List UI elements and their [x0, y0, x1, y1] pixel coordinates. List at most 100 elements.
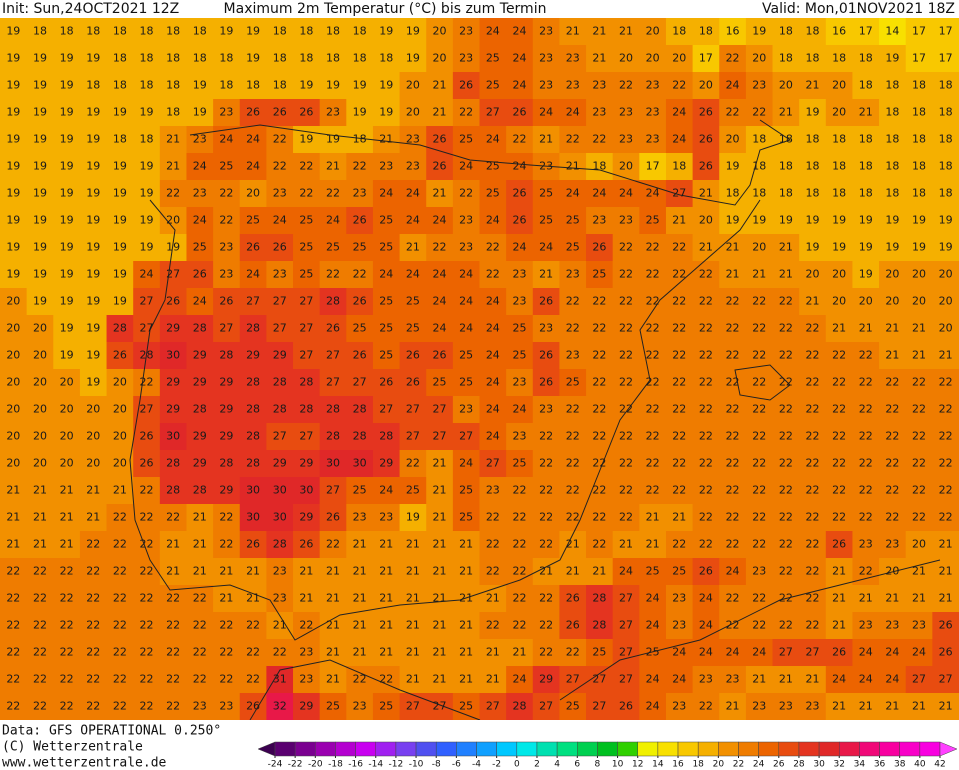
temperature-cell [53, 99, 81, 127]
temperature-cell [293, 315, 321, 343]
temperature-cell [559, 18, 587, 46]
temperature-value: 22 [86, 592, 100, 605]
temperature-value: 24 [512, 160, 526, 173]
temperature-cell [905, 612, 933, 640]
temperature-value: 24 [885, 646, 899, 659]
temperature-cell [799, 477, 827, 505]
temperature-value: 19 [60, 214, 74, 227]
temperature-value: 24 [672, 106, 686, 119]
temperature-value: 22 [619, 403, 633, 416]
temperature-cell [692, 126, 720, 154]
colorbar-segment [294, 741, 316, 757]
temperature-cell [612, 180, 640, 208]
temperature-cell [186, 261, 214, 289]
temperature-value: 21 [885, 322, 899, 335]
temperature-value: 26 [512, 187, 526, 200]
temperature-cell [452, 504, 480, 532]
temperature-cell [532, 450, 560, 478]
temperature-cell [639, 585, 667, 613]
temperature-cell [745, 666, 774, 694]
temperature-value: 18 [672, 25, 686, 38]
temperature-value: 22 [699, 511, 713, 524]
temperature-cell [559, 666, 587, 694]
temperature-cell [905, 126, 933, 154]
temperature-value: 19 [140, 106, 154, 119]
temperature-value: 21 [166, 160, 180, 173]
temperature-cell [79, 558, 108, 586]
temperature-cell [559, 639, 587, 667]
temperature-value: 23 [512, 430, 526, 443]
temperature-cell [159, 531, 187, 559]
temperature-cell [53, 558, 81, 586]
temperature-cell [133, 153, 161, 181]
temperature-value: 19 [86, 295, 100, 308]
temperature-cell [719, 342, 747, 370]
temperature-value: 21 [566, 538, 580, 551]
temperature-cell [293, 18, 321, 46]
temperature-value: 18 [939, 79, 953, 92]
temperature-cell [213, 585, 241, 613]
temperature-value: 27 [299, 322, 313, 335]
temperature-value: 23 [459, 25, 473, 38]
temperature-value: 24 [486, 376, 500, 389]
temperature-value: 16 [832, 25, 846, 38]
temperature-value: 18 [859, 52, 873, 65]
temperature-value: 22 [779, 457, 793, 470]
temperature-value: 21 [379, 133, 393, 146]
temperature-value: 22 [6, 592, 20, 605]
temperature-cell [319, 18, 347, 46]
temperature-value: 28 [219, 457, 233, 470]
temperature-value: 25 [193, 241, 207, 254]
temperature-value: 24 [219, 133, 233, 146]
temperature-cell [426, 639, 454, 667]
temperature-value: 27 [166, 268, 180, 281]
temperature-cell [586, 396, 614, 424]
temperature-value: 22 [619, 511, 633, 524]
temperature-value: 22 [779, 295, 793, 308]
temperature-cell [159, 612, 187, 640]
temperature-value: 20 [60, 403, 74, 416]
temperature-cell [532, 639, 560, 667]
temperature-value: 21 [859, 322, 873, 335]
temperature-cell [932, 531, 959, 559]
temperature-value: 22 [539, 538, 553, 551]
temperature-value: 22 [779, 430, 793, 443]
temperature-cell [905, 45, 933, 73]
temperature-value: 22 [86, 700, 100, 713]
temperature-value: 22 [592, 349, 606, 362]
temperature-cell [133, 99, 161, 127]
temperature-cell [825, 234, 853, 262]
colorbar-label: -22 [288, 760, 303, 770]
temperature-cell [799, 693, 827, 721]
temperature-value: 22 [752, 349, 766, 362]
temperature-value: 24 [406, 268, 420, 281]
temperature-value: 24 [246, 268, 260, 281]
temperature-value: 22 [140, 646, 154, 659]
temperature-cell [213, 18, 241, 46]
temperature-value: 26 [832, 538, 846, 551]
temperature-value: 23 [859, 619, 873, 632]
temperature-cell [506, 342, 534, 370]
temperature-value: 22 [512, 565, 526, 578]
temperature-cell [239, 18, 267, 46]
temperature-value: 20 [60, 376, 74, 389]
temperature-cell [452, 477, 480, 505]
temperature-cell [905, 666, 933, 694]
temperature-value: 18 [672, 160, 686, 173]
temperature-value: 24 [406, 187, 420, 200]
temperature-value: 22 [113, 538, 127, 551]
temperature-value: 20 [779, 79, 793, 92]
temperature-value: 18 [140, 79, 154, 92]
temperature-cell [745, 396, 774, 424]
temperature-cell [772, 45, 800, 73]
temperature-cell [586, 504, 614, 532]
temperature-cell [26, 315, 54, 343]
colorbar-label: -24 [268, 760, 283, 770]
colorbar-label: -14 [368, 760, 383, 770]
temperature-value: 21 [459, 619, 473, 632]
temperature-cell [852, 261, 880, 289]
colorbar-label: 12 [632, 760, 643, 770]
temperature-cell [239, 99, 267, 127]
temperature-cell [932, 639, 959, 667]
temperature-value: 27 [273, 430, 287, 443]
